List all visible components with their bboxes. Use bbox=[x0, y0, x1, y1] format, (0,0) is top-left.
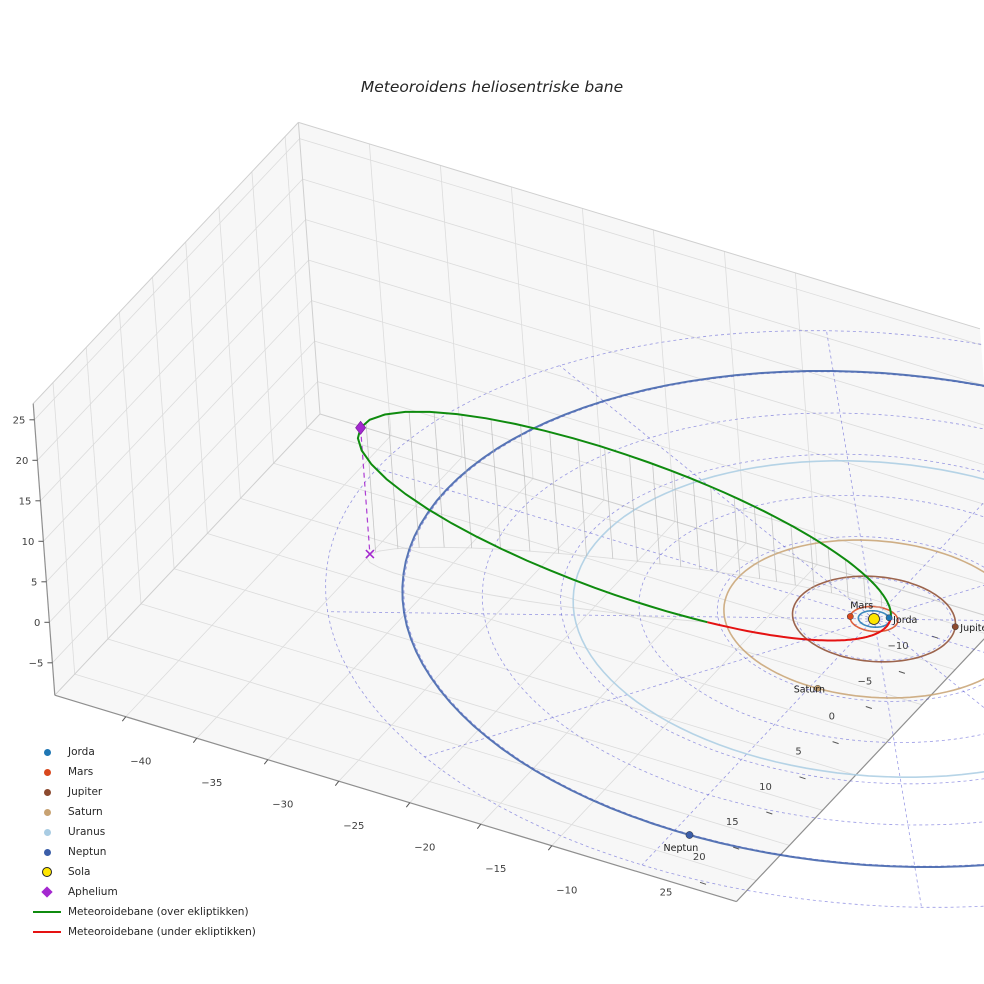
planet-label-neptun: Neptun bbox=[664, 843, 699, 854]
chart-title: Meteoroidens heliosentriske bane bbox=[361, 78, 623, 96]
legend-marker-dot-icon bbox=[30, 828, 64, 836]
y-tick-label: 25 bbox=[660, 887, 673, 898]
legend-marker-dot-icon bbox=[30, 808, 64, 816]
z-tick-label: 0 bbox=[34, 618, 40, 629]
planet-marker-saturn bbox=[814, 685, 822, 692]
dot-swatch bbox=[43, 808, 51, 816]
x-tick-label: −35 bbox=[201, 778, 222, 789]
orbit-neptun bbox=[401, 370, 984, 868]
legend-item: Aphelium bbox=[30, 882, 256, 902]
dot-swatch bbox=[43, 748, 51, 756]
legend-marker-line-icon bbox=[30, 910, 64, 914]
planet-marker-mars bbox=[846, 613, 854, 620]
line-swatch bbox=[33, 910, 61, 914]
orbit-jorda bbox=[857, 610, 891, 628]
legend-item: Mars bbox=[30, 762, 256, 782]
z-tick-label: 25 bbox=[13, 415, 26, 426]
diamond-swatch bbox=[41, 886, 53, 898]
legend-label: Mars bbox=[68, 766, 94, 778]
pane-gridlines bbox=[34, 136, 984, 881]
planet-orbits bbox=[401, 370, 984, 868]
orbit-stems bbox=[365, 411, 883, 609]
legend-item: Jorda bbox=[30, 742, 256, 762]
x-tick-label: −25 bbox=[343, 821, 364, 832]
orbit-mars bbox=[849, 605, 899, 633]
z-tick-label: −5 bbox=[29, 658, 44, 669]
planet-markers: Jorda Mars Jupiter Saturn Neptun bbox=[664, 601, 984, 855]
render-root: −40 −35 −30 −25 −20 −15 −10 −10 −5 0 5 10 15 20 25 −5 0 5… bbox=[13, 121, 984, 908]
sun-marker bbox=[868, 613, 880, 625]
dot-swatch bbox=[43, 768, 51, 776]
legend-item: Jupiter bbox=[30, 782, 256, 802]
planet-marker-neptun bbox=[685, 831, 694, 839]
x-tick-label: −30 bbox=[272, 800, 293, 811]
legend-label: Sola bbox=[68, 866, 91, 878]
legend-marker-dot-icon bbox=[30, 788, 64, 796]
aphelium-foot-x-marker bbox=[365, 549, 375, 559]
y-tick-label: −5 bbox=[858, 676, 873, 687]
planet-label-mars: Mars bbox=[850, 601, 873, 612]
legend-marker-diamond-icon bbox=[30, 886, 64, 898]
z-tick-label: 20 bbox=[16, 456, 29, 467]
meteoroid-orbit-below bbox=[707, 618, 892, 642]
legend-item: Saturn bbox=[30, 802, 256, 822]
tick-labels: −40 −35 −30 −25 −20 −15 −10 −10 −5 0 5 10 15 20 25 −5 0 5… bbox=[13, 415, 939, 898]
z-tick-label: 15 bbox=[19, 496, 32, 507]
y-tick-label: 5 bbox=[795, 747, 801, 758]
dot-swatch bbox=[43, 828, 51, 836]
y-tick-label: 15 bbox=[726, 817, 739, 828]
legend-item: Sola bbox=[30, 862, 256, 882]
legend-label: Meteoroidebane (under ekliptikken) bbox=[68, 926, 256, 938]
legend-marker-dot-icon bbox=[30, 768, 64, 776]
planet-label-jorda: Jorda bbox=[892, 615, 917, 626]
orbit-uranus bbox=[572, 460, 984, 778]
y-tick-label: 0 bbox=[829, 712, 835, 723]
legend-label: Aphelium bbox=[68, 886, 118, 898]
y-tick-label: 20 bbox=[693, 852, 706, 863]
legend-marker-circle-outlined-icon bbox=[30, 867, 64, 877]
legend-label: Saturn bbox=[68, 806, 103, 818]
circle-outlined-swatch bbox=[42, 867, 52, 877]
orbit-saturn bbox=[723, 539, 984, 699]
legend-marker-line-icon bbox=[30, 930, 64, 934]
planet-label-jupiter: Jupiter bbox=[959, 623, 984, 634]
legend-label: Jupiter bbox=[68, 786, 103, 798]
legend-item: Uranus bbox=[30, 822, 256, 842]
legend-label: Neptun bbox=[68, 846, 107, 858]
legend-label: Meteoroidebane (over ekliptikken) bbox=[68, 906, 249, 918]
z-tick-label: 10 bbox=[22, 537, 35, 548]
legend-marker-dot-icon bbox=[30, 848, 64, 856]
legend-item: Neptun bbox=[30, 842, 256, 862]
dot-swatch bbox=[43, 848, 51, 856]
x-tick-label: −10 bbox=[556, 886, 577, 897]
legend-marker-dot-icon bbox=[30, 748, 64, 756]
box-edges bbox=[32, 121, 984, 696]
dot-swatch bbox=[43, 788, 51, 796]
legend-label: Jorda bbox=[68, 746, 95, 758]
x-tick-label: −40 bbox=[130, 757, 151, 768]
x-tick-label: −20 bbox=[414, 843, 435, 854]
planet-marker-jupiter bbox=[951, 623, 959, 631]
planet-label-saturn: Saturn bbox=[794, 684, 825, 695]
z-tick-label: 5 bbox=[31, 577, 37, 588]
legend-item: Meteoroidebane (over ekliptikken) bbox=[30, 902, 256, 922]
aphelium-marker bbox=[355, 420, 367, 435]
planet-marker-jorda bbox=[885, 614, 893, 622]
legend-item: Meteoroidebane (under ekliptikken) bbox=[30, 922, 256, 942]
y-tick-label: −10 bbox=[888, 641, 909, 652]
y-tick-label: 10 bbox=[759, 782, 772, 793]
legend-label: Uranus bbox=[68, 826, 106, 838]
x-tick-label: −15 bbox=[485, 864, 506, 875]
legend: Jorda Mars Jupiter Saturn Uranus Neptun Sola Ap… bbox=[30, 742, 256, 942]
orbit-jupiter bbox=[791, 575, 957, 663]
line-swatch bbox=[33, 930, 61, 934]
